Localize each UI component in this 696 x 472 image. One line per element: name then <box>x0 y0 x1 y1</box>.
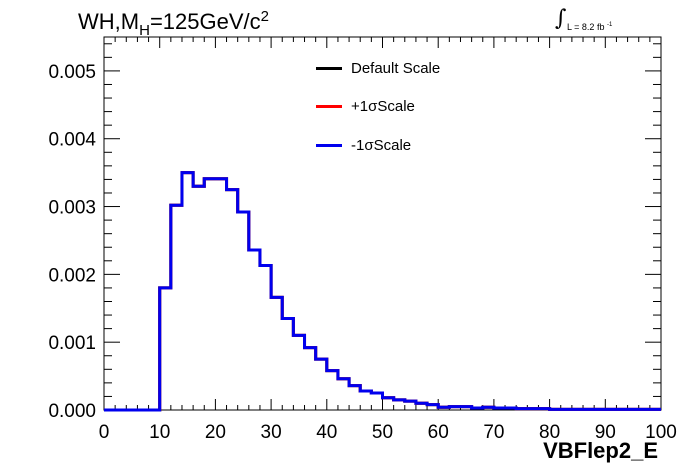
tick-labels: 0 10 20 30 40 50 60 70 80 90 100 0.000 0.001 0.002 0.0… <box>48 62 676 443</box>
axis-ticks <box>103 37 662 411</box>
series-line-0 <box>104 171 661 412</box>
legend-swatch-minus-sigma <box>316 143 342 147</box>
x-tick-label: 40 <box>316 422 337 443</box>
x-tick-label: 30 <box>261 422 282 443</box>
legend-swatch-plus-sigma <box>316 104 342 108</box>
title-text: WH,M <box>78 9 140 34</box>
legend: Default Scale +1σScale -1σScale <box>316 56 486 166</box>
title-value: =125GeV/c <box>149 9 261 34</box>
title-superscript: 2 <box>260 8 269 25</box>
y-tick-label: 0.002 <box>48 265 96 286</box>
series-line-2 <box>104 171 661 412</box>
luminosity-value: L = 8.2 fb <box>567 22 605 32</box>
histogram-series <box>104 171 661 412</box>
legend-label-minus-sigma: -1σScale <box>351 136 412 154</box>
legend-swatch-default <box>316 66 342 70</box>
x-tick-label: 80 <box>539 422 560 443</box>
legend-label-plus-sigma: +1σScale <box>351 97 415 115</box>
chart-title: WH,MH=125GeV/c2 <box>78 8 269 39</box>
x-tick-label: 60 <box>428 422 449 443</box>
luminosity-unit-exponent: -1 <box>606 22 613 28</box>
series-line-1 <box>104 171 661 412</box>
luminosity-text: L = 8.2 fb -1 <box>567 22 612 32</box>
x-tick-label: 50 <box>372 422 393 443</box>
x-tick-label: 90 <box>595 422 616 443</box>
legend-label-default: Default Scale <box>351 59 441 77</box>
y-tick-label: 0.003 <box>48 198 96 219</box>
y-tick-label: 0.004 <box>48 130 96 151</box>
x-axis-label: VBFlep2_E <box>543 438 658 463</box>
integral-symbol: ∫ <box>555 6 567 31</box>
x-tick-label: 100 <box>645 422 677 443</box>
y-tick-label: 0.005 <box>48 62 96 83</box>
y-tick-label: 0.000 <box>48 401 96 422</box>
legend-entry-default: Default Scale <box>316 58 440 78</box>
legend-entry-plus-sigma: +1σScale <box>316 96 415 116</box>
legend-entry-minus-sigma: -1σScale <box>316 135 411 155</box>
x-tick-label: 0 <box>99 422 110 443</box>
title-subscript: H <box>139 22 150 39</box>
x-tick-label: 10 <box>149 422 170 443</box>
x-tick-label: 70 <box>483 422 504 443</box>
x-tick-label: 20 <box>205 422 226 443</box>
y-tick-label: 0.001 <box>48 333 96 354</box>
